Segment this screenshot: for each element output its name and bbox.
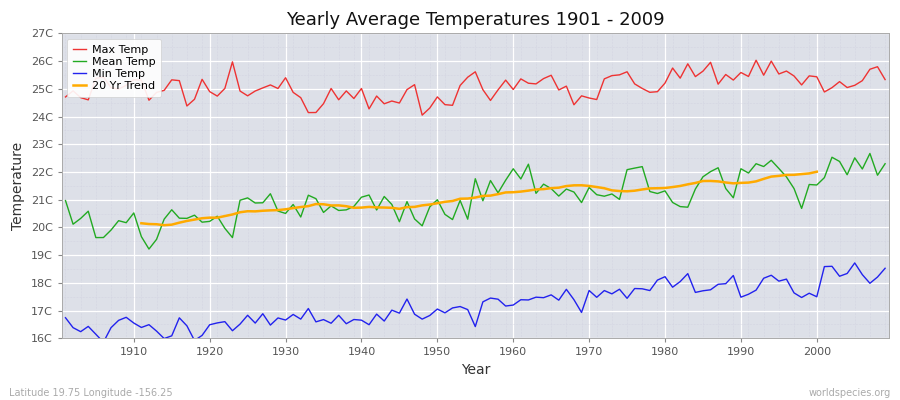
Line: Mean Temp: Mean Temp (66, 154, 885, 249)
Line: Max Temp: Max Temp (66, 60, 885, 115)
Mean Temp (60, 198, 71, 203)
Min Temp (98, 340, 109, 344)
Mean Temp (341, 208, 352, 212)
Mean Temp (144, 247, 155, 252)
Max Temp (516, 76, 526, 81)
Max Temp (60, 94, 71, 99)
20 Yr Trend (235, 210, 246, 215)
Min Temp (295, 317, 306, 322)
Mean Temp (295, 214, 306, 219)
X-axis label: Year: Year (461, 363, 490, 377)
Min Temp (341, 321, 352, 326)
Title: Yearly Average Temperatures 1901 - 2009: Yearly Average Temperatures 1901 - 2009 (286, 11, 664, 29)
Min Temp (850, 260, 860, 265)
Mean Temp (879, 161, 890, 166)
Y-axis label: Temperature: Temperature (11, 142, 25, 230)
Line: Min Temp: Min Temp (66, 263, 885, 342)
Mean Temp (607, 192, 617, 196)
Text: worldspecies.org: worldspecies.org (809, 388, 891, 398)
Max Temp (288, 90, 299, 95)
Max Temp (333, 97, 344, 102)
20 Yr Trend (136, 221, 147, 226)
Text: Latitude 19.75 Longitude -156.25: Latitude 19.75 Longitude -156.25 (9, 388, 173, 398)
Max Temp (751, 58, 761, 63)
Mean Temp (508, 166, 518, 171)
Mean Temp (865, 151, 876, 156)
20 Yr Trend (788, 172, 799, 177)
Max Temp (508, 87, 518, 92)
20 Yr Trend (720, 180, 731, 185)
20 Yr Trend (614, 189, 625, 194)
Legend: Max Temp, Mean Temp, Min Temp, 20 Yr Trend: Max Temp, Mean Temp, Min Temp, 20 Yr Tre… (68, 39, 161, 97)
20 Yr Trend (705, 178, 716, 183)
Min Temp (879, 266, 890, 271)
20 Yr Trend (158, 223, 169, 228)
Max Temp (879, 77, 890, 82)
20 Yr Trend (812, 169, 823, 174)
Min Temp (129, 321, 140, 326)
20 Yr Trend (348, 206, 359, 210)
Mean Temp (121, 220, 131, 225)
Min Temp (508, 303, 518, 308)
Min Temp (60, 315, 71, 320)
Min Temp (516, 297, 526, 302)
Max Temp (417, 113, 428, 118)
Max Temp (607, 73, 617, 78)
Min Temp (607, 292, 617, 296)
Mean Temp (516, 176, 526, 181)
Max Temp (121, 83, 131, 88)
Line: 20 Yr Trend: 20 Yr Trend (141, 172, 817, 225)
